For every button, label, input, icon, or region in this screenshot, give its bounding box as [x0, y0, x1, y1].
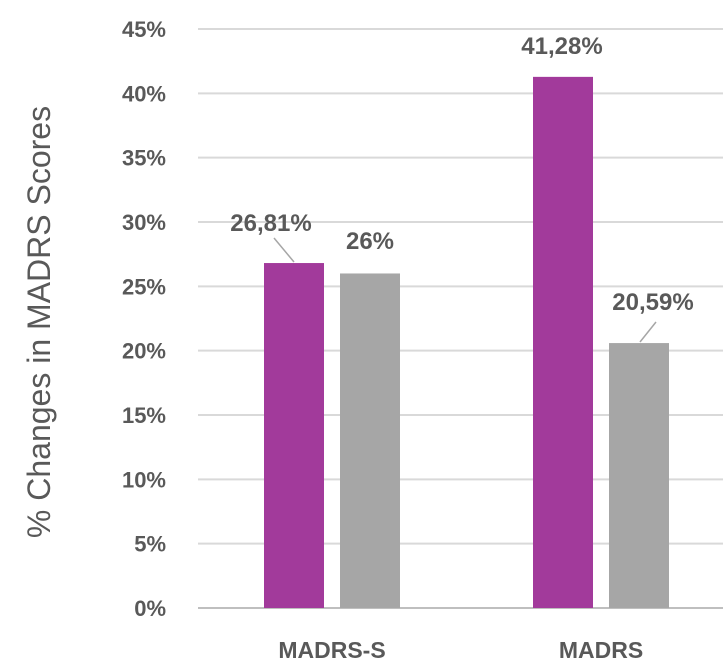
y-tick-label: 5% [134, 532, 166, 557]
bar [340, 273, 400, 608]
x-category-label: MADRS [559, 637, 643, 663]
y-tick-label: 30% [122, 210, 166, 235]
data-label: 26% [346, 228, 394, 255]
bar [533, 76, 593, 608]
x-category-label: MADRS-S [278, 637, 385, 663]
x-axis-categories: MADRS-S MADRS [278, 637, 643, 663]
leader-line [273, 237, 295, 263]
data-label: 26,81% [230, 210, 311, 237]
y-tick-label: 20% [122, 339, 166, 364]
y-tick-label: 15% [122, 403, 166, 428]
data-label: 20,59% [612, 289, 693, 316]
y-tick-label: 0% [134, 596, 166, 621]
y-tick-label: 25% [122, 274, 166, 299]
bar [264, 263, 324, 608]
y-tick-label: 35% [122, 146, 166, 171]
y-tick-label: 40% [122, 81, 166, 106]
data-labels: 26,81% 41,28% 26% 20,59% [230, 33, 693, 316]
y-axis-title: % Changes in MADRS Scores [21, 106, 57, 538]
bar [609, 343, 669, 608]
y-tick-label: 10% [122, 467, 166, 492]
y-axis-ticks: 0% 5% 10% 15% 20% 25% 30% 35% 40% 45% [122, 17, 166, 621]
y-tick-label: 45% [122, 17, 166, 42]
bars [264, 76, 669, 608]
leader-lines [273, 237, 657, 343]
leader-line [639, 321, 657, 343]
data-label: 41,28% [521, 33, 602, 60]
